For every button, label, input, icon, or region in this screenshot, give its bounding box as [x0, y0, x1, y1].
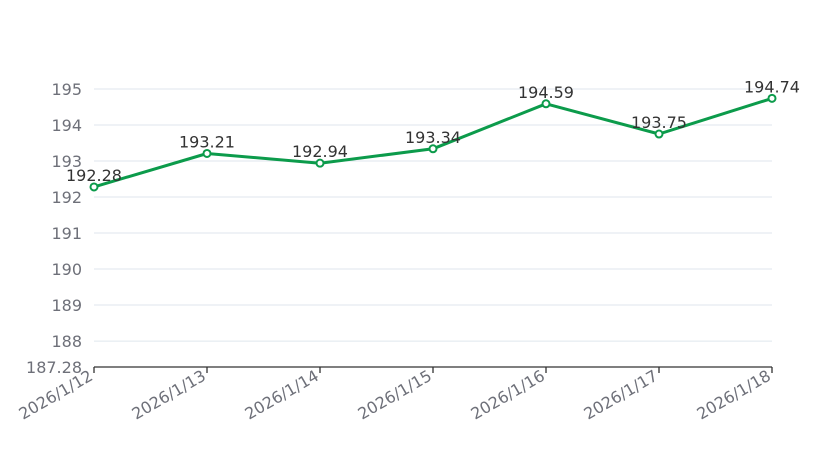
data-point: [767, 93, 777, 103]
data-labels: 192.28 193.21 192.94 193.34 194.59 193.75 194.…: [66, 77, 800, 185]
data-label: 194.74: [744, 77, 800, 96]
y-min-label: 187.28: [26, 358, 82, 377]
y-tick-label: 190: [51, 260, 82, 279]
data-points: [89, 93, 777, 192]
x-tick-label: 2026/1/17: [580, 366, 661, 423]
x-axis: 2026/1/12 2026/1/13 2026/1/14 2026/1/15 2026…: [15, 366, 774, 423]
x-tick-label: 2026/1/18: [693, 366, 774, 423]
data-point: [202, 148, 212, 158]
y-axis: 195 194 193 192 191 190 189 188 187.28: [26, 80, 82, 377]
y-tick-label: 195: [51, 80, 82, 99]
data-label: 192.28: [66, 166, 122, 185]
data-label: 194.59: [518, 83, 574, 102]
data-label: 192.94: [292, 142, 348, 161]
grid: [94, 88, 772, 342]
y-tick-label: 191: [51, 224, 82, 243]
x-tick-label: 2026/1/16: [467, 366, 548, 423]
x-tick-label: 2026/1/14: [241, 366, 322, 423]
data-label: 193.21: [179, 132, 235, 151]
data-point: [541, 99, 551, 109]
data-label: 193.75: [631, 113, 687, 132]
data-label: 193.34: [405, 128, 461, 147]
x-tick-label: 2026/1/13: [128, 366, 209, 423]
data-point: [428, 144, 438, 154]
data-point: [89, 182, 99, 192]
y-tick-label: 189: [51, 296, 82, 315]
data-point: [654, 129, 664, 139]
y-tick-label: 194: [51, 116, 82, 135]
y-tick-label: 188: [51, 332, 82, 351]
y-tick-label: 193: [51, 152, 82, 171]
data-point: [315, 158, 325, 168]
y-tick-label: 192: [51, 188, 82, 207]
x-tick-label: 2026/1/15: [354, 366, 435, 423]
